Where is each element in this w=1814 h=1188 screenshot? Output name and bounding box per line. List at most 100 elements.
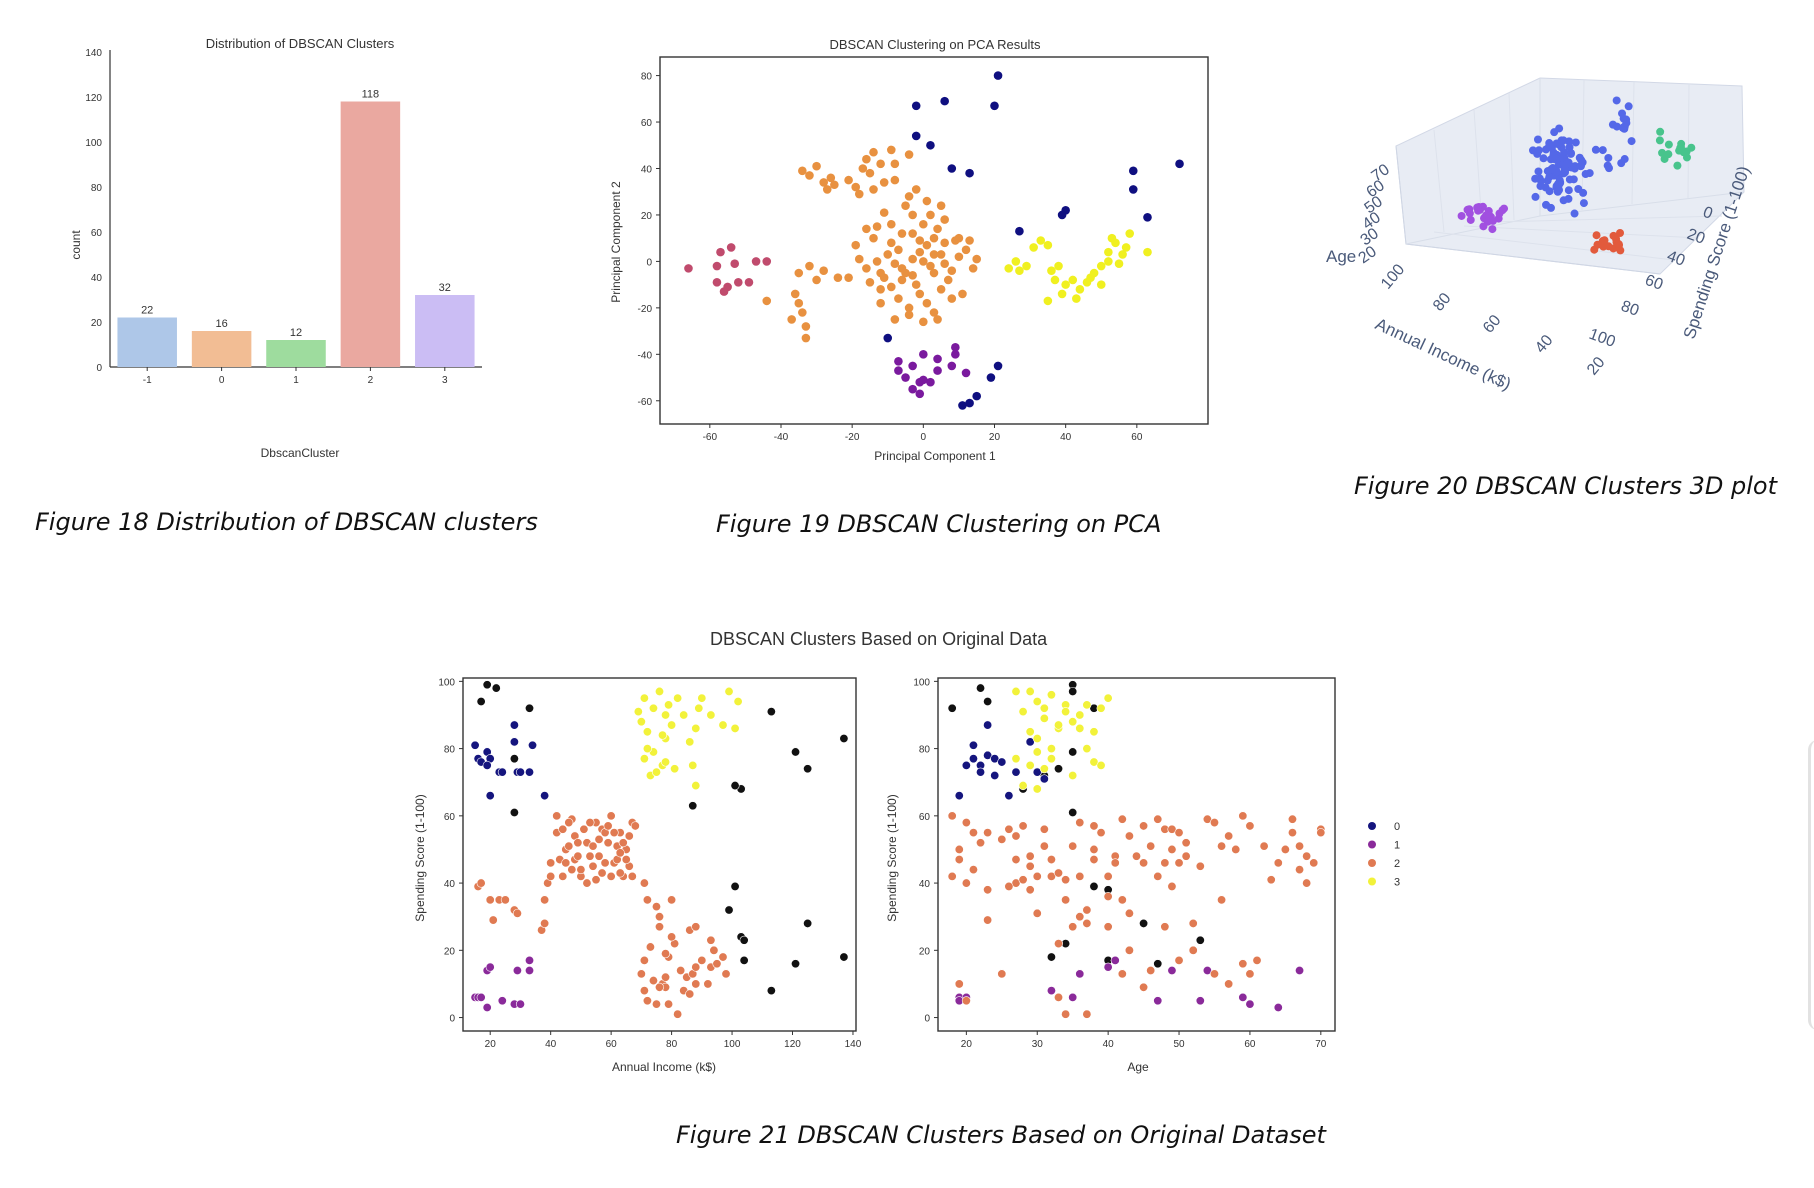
fig21a-point-cluster-0 [528,740,538,750]
fig21b-point-cluster-1 [1110,955,1120,965]
fig21a-point-cluster-2 [576,865,586,875]
fig19-point-cluster-3 [1061,280,1070,289]
fig21a-point-cluster-3 [697,693,707,703]
fig19-point-cluster--1 [965,168,974,178]
fig21b-point-cluster--1 [1139,918,1149,928]
fig19-point-cluster-2 [904,303,914,313]
fig21b-xtick: 70 [1315,1039,1327,1050]
fig20-point-cluster--1 [1533,135,1542,144]
fig21a-point-cluster-2 [645,942,655,952]
fig19-point-cluster-2 [908,229,917,238]
fig21b-point-cluster-2 [1039,841,1049,851]
fig19-point-cluster-2 [933,315,942,324]
fig21b-point-cluster-3 [1082,700,1092,710]
fig20-point-cluster--1 [1578,158,1587,167]
fig19-point-cluster-3 [1015,266,1024,275]
fig19-point-cluster-2 [879,178,889,187]
fig19-point-cluster--1 [883,333,893,343]
fig21-income-scatter: 20 40 60 80 100 120 140 0 20 40 60 80 100 Annual Inc… [413,677,862,1074]
fig21b-point-cluster-2 [1075,871,1085,881]
fig21a-point-cluster-2 [591,875,601,885]
fig21b-point-cluster-3 [1075,710,1085,720]
fig20-point-cluster--1 [1564,186,1573,195]
fig21b-point-cluster-3 [1032,734,1042,744]
fig21a-point-cluster-2 [618,838,628,848]
fig19-point-cluster-0 [684,264,693,273]
fig21b-point-cluster-2 [1174,955,1184,965]
fig20-point-cluster--1 [1546,203,1555,212]
fig20-points [1457,96,1696,255]
fig20-point-cluster--1 [1550,128,1559,137]
fig19-point-cluster-3 [1111,238,1120,248]
fig21a-point-cluster-2 [558,824,568,834]
fig19-point-cluster-1 [901,373,910,382]
fig21b-axes: 20 30 40 50 60 70 0 20 40 60 80 100 [913,677,1336,1050]
fig19-point-cluster-2 [879,273,889,282]
fig21a-point-cluster-2 [627,871,637,881]
fig21a-point-cluster-3 [633,707,643,717]
fig20-point-cluster--1 [1566,149,1575,158]
fig21b-point-cluster-2 [1259,841,1269,851]
fig19-point-cluster-2 [851,182,861,192]
fig19-point-cluster--1 [911,131,921,141]
fig21a-point-cluster-2 [651,999,661,1009]
fig20-point-cluster--1 [1546,155,1555,164]
fig21a-point-cluster-3 [658,730,668,740]
fig21b-point-cluster-2 [1054,939,1064,949]
fig19-point-cluster-2 [872,257,882,266]
fig21b-point-cluster-3 [1011,686,1021,696]
fig21a-point-cluster--1 [688,801,698,811]
fig20-point-cluster--1 [1604,153,1613,162]
fig21a-point-cluster-2 [579,824,589,834]
fig21b-point-cluster-3 [1061,707,1071,717]
fig21b-point-cluster-2 [947,871,957,881]
fig19-point-cluster--1 [990,101,999,111]
fig21b-point-cluster-2 [1302,851,1312,861]
fig20-point-cluster--1 [1570,209,1579,218]
fig21b-point-cluster-2 [1188,918,1198,928]
fig19-point-cluster-3 [1057,289,1067,299]
fig19-point-cluster-3 [1096,280,1106,289]
fig21a-point-cluster-2 [552,811,562,821]
fig21b-point-cluster-2 [1153,814,1163,824]
fig19-point-cluster-2 [890,175,900,185]
fig21b-point-cluster-2 [1054,868,1064,878]
fig19-ytick: -60 [638,397,653,408]
legend-label: 0 [1394,821,1400,833]
fig19-point-cluster-2 [844,175,853,185]
fig21b-point-cluster-3 [1075,723,1085,733]
fig21b-point-cluster-0 [983,720,993,730]
fig20-point-cluster--1 [1554,140,1563,149]
fig19-xtick: 20 [989,432,1001,443]
scrollbar-edge[interactable] [1808,740,1814,1030]
fig21a-point-cluster-2 [588,861,598,871]
fig21a-point-cluster-3 [691,781,701,791]
fig19-point-cluster-2 [919,317,928,327]
fig21a-point-cluster-2 [709,945,719,955]
fig20-grid [1433,129,1445,233]
fig21a-point-cluster-2 [606,811,616,821]
fig21a-point-cluster-2 [706,935,716,945]
fig21b-point-cluster-2 [1245,821,1255,831]
fig21b-point-cluster-2 [1252,955,1262,965]
fig19-point-cluster-2 [844,273,853,282]
fig20-point-cluster--1 [1555,186,1564,195]
fig20-point-cluster-1 [1600,236,1609,245]
fig19-point-cluster-2 [958,289,967,299]
fig21b-ytick: 80 [919,745,931,756]
legend-marker [1368,859,1376,867]
fig19-point-cluster-2 [908,210,917,220]
fig21b-point-cluster-3 [1032,697,1042,707]
fig21b-point-cluster-3 [1039,764,1049,774]
fig21a-point-cluster-3 [651,767,661,777]
fig21a-point-cluster-2 [642,996,652,1006]
fig20-point-cluster--1 [1559,196,1568,205]
fig21b-point-cluster-3 [1032,784,1042,794]
fig19-point-cluster-3 [1054,261,1063,271]
fig19-point-cluster-2 [954,233,964,243]
fig21b-point-cluster-2 [1209,818,1219,828]
fig19-axes: -60 -40 -20 0 20 40 60 -60 -40 -20 0 20 40 60 80 [638,56,1209,443]
fig21a-frame [462,677,857,1032]
fig20-point-cluster--1 [1555,179,1564,188]
fig21b-point-cluster--1 [1089,881,1099,891]
